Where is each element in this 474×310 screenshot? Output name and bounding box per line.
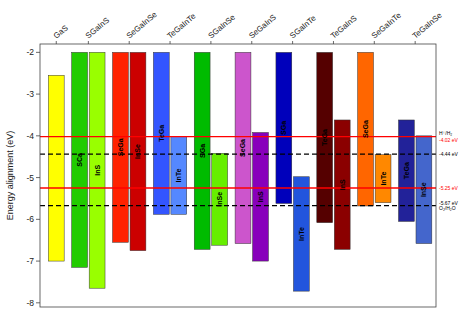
- y-tick: [36, 94, 40, 95]
- y-tick-label: -6: [26, 214, 34, 224]
- x-tick-label: TeGaInSe: [411, 10, 444, 40]
- chart: SCaInSSeGaInSeTeGaInTeSGaInSeSeGaInSSGaI…: [0, 0, 474, 310]
- band-bar: [334, 120, 350, 249]
- reference-line: [40, 136, 436, 137]
- x-tick: [56, 41, 57, 44]
- x-tick-label: SGaInS: [84, 16, 111, 41]
- bar-label: InS: [94, 165, 101, 176]
- x-tick: [333, 41, 334, 44]
- band-bar: [212, 153, 228, 245]
- x-tick-label: SGaInTe: [288, 13, 318, 40]
- bar-label: SeGa: [362, 120, 369, 138]
- band-bar: [358, 52, 374, 206]
- band-bar: [276, 52, 292, 203]
- bar-label: InS: [339, 179, 346, 190]
- x-tick-label: GaS: [52, 23, 70, 40]
- x-tick: [210, 41, 211, 44]
- y-tick: [36, 261, 40, 262]
- y-tick-label: -3: [26, 89, 34, 99]
- x-tick: [170, 41, 171, 44]
- x-tick-label: SeGaInTe: [370, 10, 403, 40]
- y-tick-label: -5: [26, 173, 34, 183]
- band-bar: [130, 52, 146, 250]
- band-bar: [48, 75, 64, 261]
- bar-label: InTe: [175, 168, 182, 182]
- y-tick-label: -4: [26, 131, 34, 141]
- bar-label: SGa: [280, 121, 287, 135]
- band-bar: [171, 137, 187, 215]
- x-tick: [415, 41, 416, 44]
- x-tick-label: SeGaInSe: [125, 10, 159, 41]
- band-bar: [72, 52, 88, 267]
- y-tick: [36, 52, 40, 53]
- y-tick: [36, 302, 40, 303]
- reference-line: [40, 187, 436, 188]
- x-tick-label: SeGaInS: [247, 13, 278, 41]
- x-tick-label: TeGaInTe: [166, 11, 198, 40]
- bar-label: SGa: [199, 144, 206, 158]
- y-axis-label: Energy alignment (eV): [5, 131, 15, 221]
- x-tick: [129, 41, 130, 44]
- bars: [48, 52, 431, 291]
- band-bar: [253, 133, 269, 262]
- reference-line: [40, 205, 436, 206]
- y-tick: [36, 219, 40, 220]
- bar-label: InSe: [134, 144, 141, 159]
- band-bar: [235, 52, 251, 243]
- x-tick: [88, 41, 89, 44]
- annotation: -5.25 eV: [439, 185, 459, 191]
- annotation: -4.02 eV: [439, 137, 459, 143]
- band-bar: [416, 136, 432, 244]
- band-bar: [153, 52, 169, 214]
- bar-label: SCa: [76, 153, 83, 167]
- x-tick-label: TeGaInS: [329, 14, 359, 41]
- bar-label: InSe: [216, 192, 223, 207]
- x-tick: [292, 41, 293, 44]
- annotation: -4.44 eV: [439, 151, 459, 157]
- bar-label: InTe: [380, 172, 387, 186]
- bar-label: TeGa: [403, 162, 410, 179]
- bar-label: InTe: [298, 227, 305, 241]
- x-tick: [374, 41, 375, 44]
- bar-label: InS: [257, 191, 264, 202]
- band-bar: [113, 52, 129, 242]
- bar-label: TeGa: [158, 125, 165, 142]
- y-tick-label: -7: [26, 256, 34, 266]
- y-tick-label: -2: [26, 47, 34, 57]
- annotation: H⁺/H₂: [439, 130, 452, 136]
- annotation: O₂/H₂O: [439, 205, 456, 211]
- y-tick: [36, 135, 40, 136]
- y-tick-label: -8: [26, 298, 34, 308]
- reference-line: [40, 154, 436, 155]
- y-tick: [36, 177, 40, 178]
- band-bar: [317, 52, 333, 222]
- band-bar: [293, 177, 309, 291]
- band-bar: [89, 52, 105, 288]
- reference-lines: [40, 137, 436, 206]
- bar-label: SeGa: [240, 139, 247, 157]
- x-tick: [251, 41, 252, 44]
- bar-label: InSe: [420, 182, 427, 197]
- band-bar: [375, 155, 391, 203]
- plot-frame: [40, 44, 436, 307]
- x-tick-label: SGaInSe: [206, 12, 237, 40]
- band-bar: [194, 52, 210, 249]
- bar-label: SeGa: [117, 138, 124, 156]
- bar-label: TeGa: [321, 129, 328, 146]
